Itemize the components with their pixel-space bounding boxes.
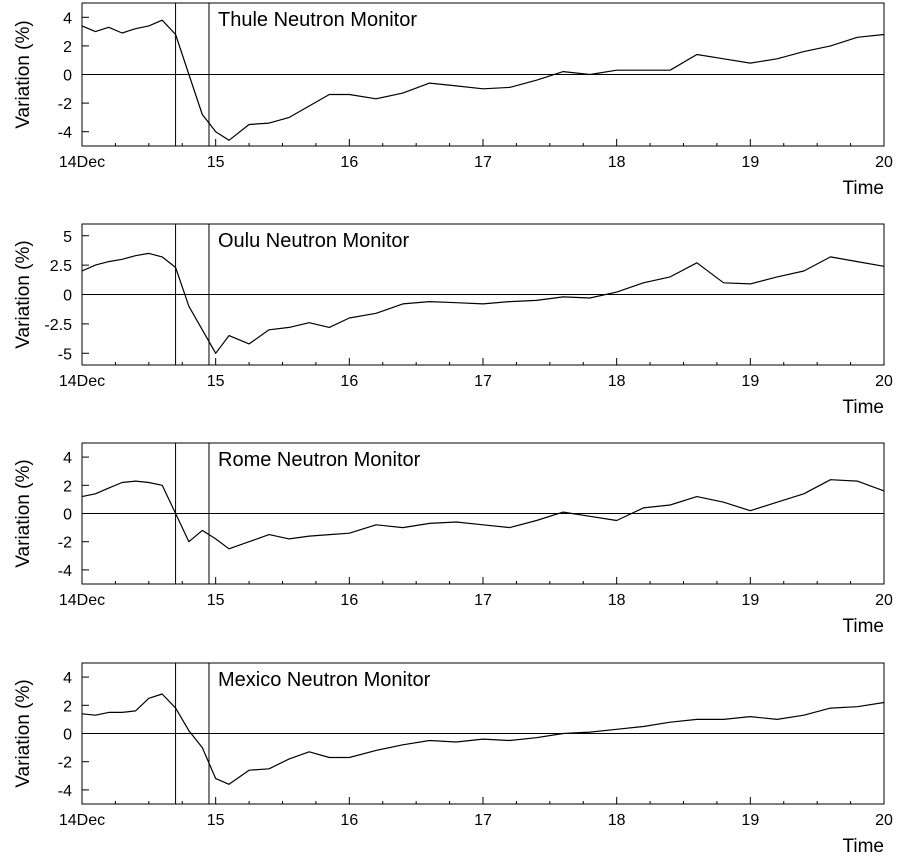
x-tick-label: 15 <box>207 592 225 609</box>
x-tick-label: 17 <box>474 373 492 390</box>
y-tick-label: 4 <box>63 10 72 27</box>
x-tick-label: 17 <box>474 154 492 171</box>
y-tick-label: 2 <box>63 478 72 495</box>
y-axis-label: Variation (%) <box>13 679 34 787</box>
series-line <box>81 693 885 785</box>
x-tick-label: 20 <box>875 154 893 171</box>
panel-title: Oulu Neutron Monitor <box>218 230 410 252</box>
series-line <box>81 19 885 141</box>
x-axis-label: Time <box>842 836 884 857</box>
y-tick-label: 2 <box>63 39 72 56</box>
x-tick-label: 15 <box>207 154 225 171</box>
x-tick-label: 19 <box>741 812 759 829</box>
x-axis-label: Time <box>842 616 884 637</box>
y-tick-label: 2 <box>63 698 72 715</box>
panel-title: Rome Neutron Monitor <box>218 449 421 471</box>
y-tick-label: 5 <box>63 229 72 246</box>
x-tick-label: 20 <box>875 373 893 390</box>
y-tick-label: 0 <box>63 288 72 305</box>
x-tick-label: 15 <box>207 812 225 829</box>
y-tick-label: 2.5 <box>50 258 72 275</box>
y-tick-label: -4 <box>58 125 72 142</box>
x-tick-label: 14Dec <box>59 373 105 390</box>
y-axis-label: Variation (%) <box>13 20 34 128</box>
y-tick-label: -2 <box>58 96 72 113</box>
y-tick-label: -2 <box>58 535 72 552</box>
x-tick-label: 16 <box>340 592 358 609</box>
y-tick-label: 4 <box>63 670 72 687</box>
panel-title: Thule Neutron Monitor <box>218 9 417 31</box>
y-tick-label: -4 <box>58 563 72 580</box>
x-tick-label: 18 <box>608 154 626 171</box>
x-tick-label: 17 <box>474 592 492 609</box>
y-tick-label: 0 <box>63 68 72 85</box>
x-tick-label: 18 <box>608 592 626 609</box>
y-tick-label: 0 <box>63 507 72 524</box>
y-tick-label: -5 <box>58 346 72 363</box>
x-tick-label: 20 <box>875 592 893 609</box>
y-axis-label: Variation (%) <box>13 240 34 348</box>
x-axis-label: Time <box>842 178 884 199</box>
y-tick-label: -2 <box>58 755 72 772</box>
x-tick-label: 16 <box>340 154 358 171</box>
x-tick-label: 14Dec <box>59 592 105 609</box>
y-tick-label: 4 <box>63 450 72 467</box>
x-tick-label: 18 <box>608 812 626 829</box>
x-tick-label: 19 <box>741 592 759 609</box>
x-axis-label: Time <box>842 397 884 418</box>
y-tick-label: -2.5 <box>44 317 72 334</box>
x-tick-label: 16 <box>340 373 358 390</box>
y-axis-label: Variation (%) <box>13 459 34 567</box>
series-line <box>81 252 885 354</box>
y-tick-label: 0 <box>63 727 72 744</box>
x-tick-label: 17 <box>474 812 492 829</box>
x-tick-label: 14Dec <box>59 812 105 829</box>
x-tick-label: 18 <box>608 373 626 390</box>
panel-2: 14Dec 15 16 17 18 19 20 5 2.5 0 -2.5 -5 Variation (%… <box>13 223 893 418</box>
x-tick-label: 15 <box>207 373 225 390</box>
panel-title: Mexico Neutron Monitor <box>218 669 431 691</box>
x-tick-label: 19 <box>741 373 759 390</box>
x-tick-label: 14Dec <box>59 154 105 171</box>
x-tick-label: 20 <box>875 812 893 829</box>
series-line <box>81 479 885 550</box>
x-tick-label: 19 <box>741 154 759 171</box>
x-tick-label: 16 <box>340 812 358 829</box>
y-tick-label: -4 <box>58 783 72 800</box>
